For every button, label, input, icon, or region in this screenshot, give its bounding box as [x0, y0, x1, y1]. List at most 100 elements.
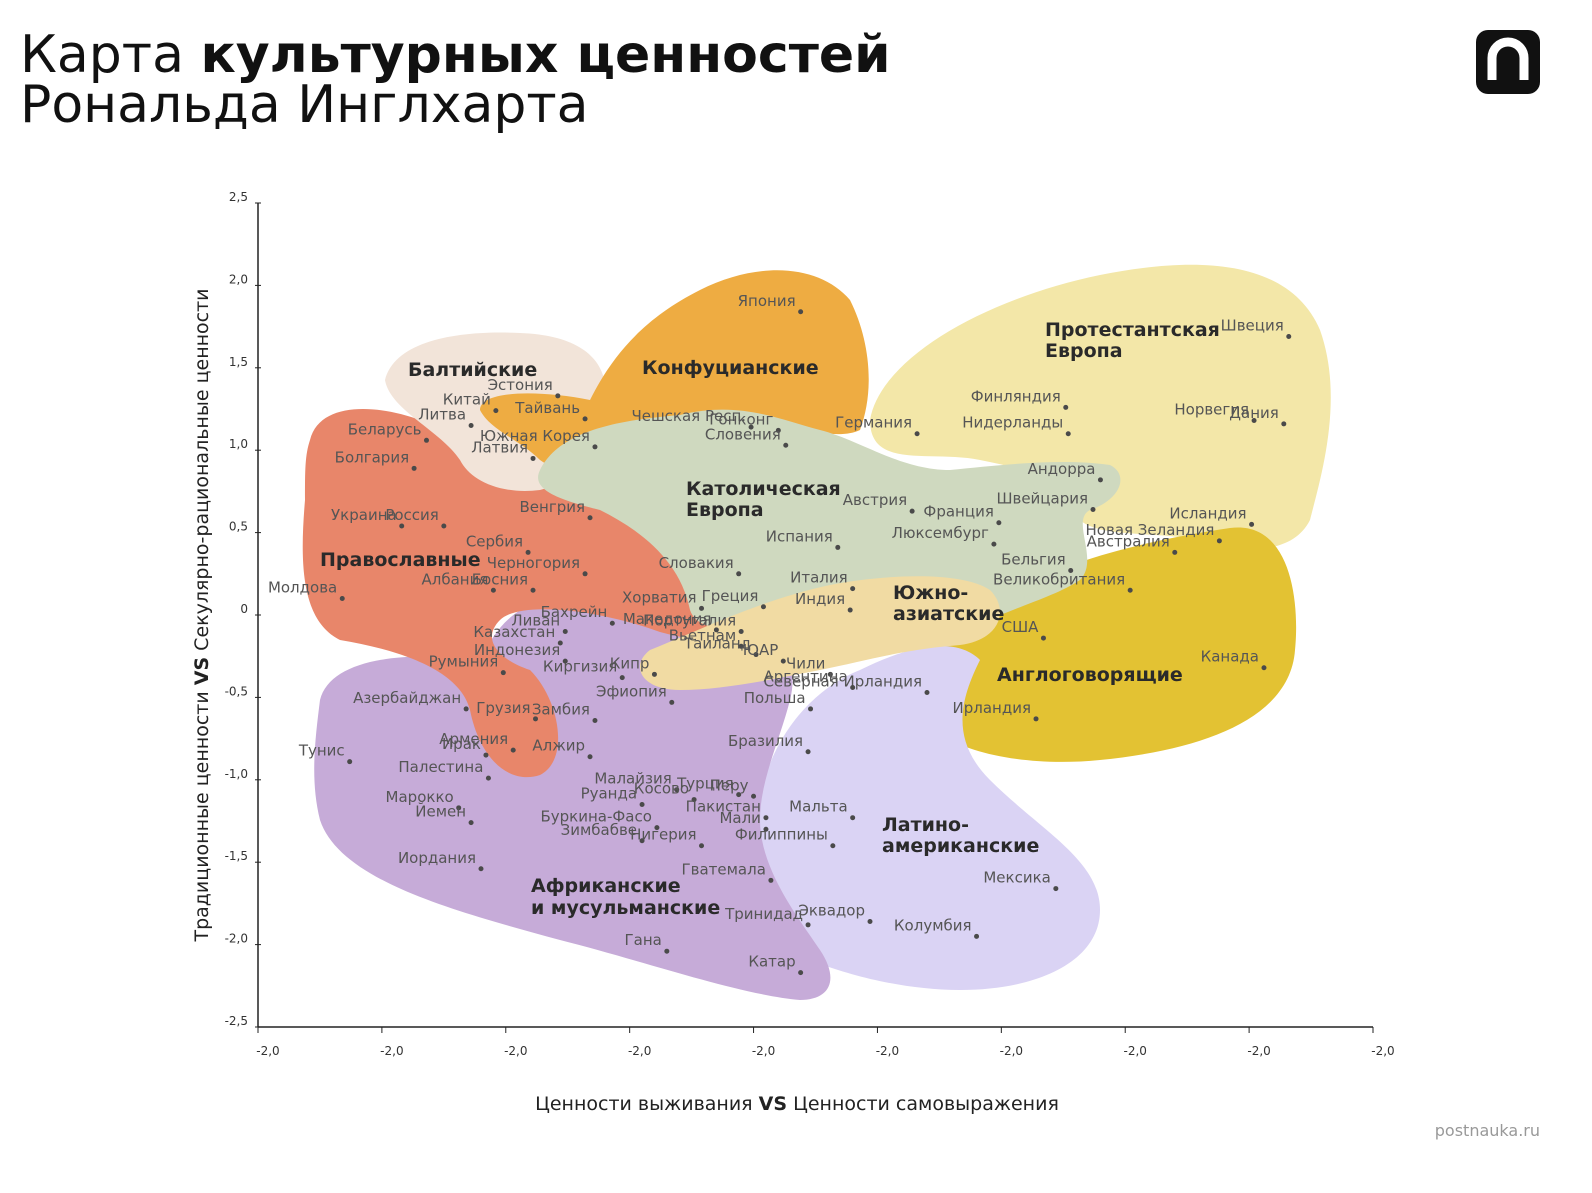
data-point [1249, 521, 1255, 527]
data-point [493, 408, 499, 414]
point-label: Нигерия [630, 826, 696, 844]
data-point [798, 309, 804, 315]
x-label-vs: VS [759, 1093, 787, 1115]
data-point [557, 640, 563, 646]
point-label: Эстония [488, 376, 553, 394]
point-label: Швеция [1221, 316, 1284, 334]
data-point [651, 671, 657, 677]
region-label: американские [882, 835, 1039, 857]
axes: 2,5 2,0 1,5 1,0 0,5 0 -0,5 -1,0 -1,5 -2,0 -2,5 -2,0… [225, 190, 1395, 1058]
x-label-right: Ценности самовыражения [793, 1093, 1059, 1115]
data-point [478, 866, 484, 872]
point-label: ЮАР [743, 641, 779, 659]
data-point [748, 424, 754, 430]
point-label: Румыния [429, 653, 499, 671]
region-shape [910, 527, 1297, 762]
point-label: Австрия [843, 491, 907, 509]
region-shape [755, 646, 1100, 990]
x-label-left: Ценности выживания [535, 1093, 753, 1115]
x-tick-label: -2,0 [1124, 1044, 1147, 1058]
point-label: Ирак [442, 735, 481, 753]
x-tick-label: -2,0 [1247, 1044, 1270, 1058]
data-point [991, 541, 997, 547]
data-point [339, 596, 345, 602]
point-label: Гонконг [709, 410, 773, 428]
point-label: Эквадор [798, 902, 865, 920]
x-tick-label: -2,0 [256, 1044, 279, 1058]
region-label: Африканские [531, 875, 681, 897]
point-label: Гана [624, 931, 661, 949]
point-label: Замбия [532, 700, 590, 718]
data-point [738, 628, 744, 634]
y-tick-label: 1,0 [229, 437, 248, 451]
data-point [760, 604, 766, 610]
point-label: Малайзия [594, 770, 671, 788]
data-point [609, 620, 615, 626]
logo [1476, 30, 1540, 94]
data-point [1040, 635, 1046, 641]
data-point [974, 933, 980, 939]
data-point [533, 716, 539, 722]
point-label: Чешская Респ. [631, 407, 746, 425]
point-label: Люксембург [892, 524, 989, 542]
region-label: Европа [1045, 340, 1123, 362]
point-label: Чили [786, 654, 825, 672]
region-label: Православные [320, 549, 481, 571]
y-tick-label: -1,5 [225, 849, 248, 863]
y-label-right: Секулярно-рациональные ценности [191, 288, 213, 650]
region-label: Латино- [882, 814, 969, 836]
data-point [924, 689, 930, 695]
x-tick-label: -2,0 [628, 1044, 651, 1058]
title: Карта культурных ценностей [20, 25, 891, 85]
point-label: Канада [1201, 648, 1259, 666]
point-label: Гватемала [681, 860, 765, 878]
point-label: Индонезия [474, 641, 560, 659]
data-point [1090, 507, 1096, 513]
point-label: Македония [623, 610, 712, 628]
point-label: Италия [790, 569, 848, 587]
data-point [1097, 477, 1103, 483]
data-point [664, 948, 670, 954]
data-point [867, 919, 873, 925]
data-point [775, 427, 781, 433]
point-label: Марокко [386, 788, 454, 806]
data-point [996, 520, 1002, 526]
data-point [736, 792, 742, 798]
title-bold: культурных ценностей [200, 25, 890, 85]
y-tick-label: -2,5 [225, 1014, 248, 1028]
data-point [691, 797, 697, 803]
region-label: и мусульманские [531, 897, 720, 919]
point-label: Португалия [643, 611, 736, 629]
point-label: Андорра [1028, 460, 1096, 478]
logo-mark [1487, 37, 1529, 80]
data-point [768, 877, 774, 883]
data-point [1251, 418, 1257, 424]
x-tick-label: -2,0 [1000, 1044, 1023, 1058]
data-point [1033, 716, 1039, 722]
point-label: Руанда [581, 785, 637, 803]
data-point [763, 826, 769, 832]
point-label: Пакистан [686, 798, 761, 816]
point-label: Швейцария [996, 490, 1088, 508]
data-point [736, 571, 742, 577]
data-point [850, 685, 856, 691]
point-label: Тринидад [724, 905, 803, 923]
point-label: Австралия [1087, 532, 1170, 550]
point-label: Зимбабве [561, 821, 637, 839]
point-label: Хорватия [622, 588, 697, 606]
data-point [1053, 886, 1059, 892]
point-label: Индия [795, 590, 845, 608]
point-label: Финляндия [971, 387, 1061, 405]
data-point [713, 627, 719, 633]
data-point [1063, 404, 1069, 410]
point-label: Катар [748, 953, 795, 971]
regions [302, 264, 1331, 1000]
point-label: США [1002, 618, 1040, 636]
point-label: Словения [705, 425, 781, 443]
data-point [525, 549, 531, 555]
y-tick-label: 2,0 [229, 272, 248, 286]
data-point [835, 544, 841, 550]
point-label: Армения [439, 730, 508, 748]
y-tick-label: 2,5 [229, 190, 248, 204]
